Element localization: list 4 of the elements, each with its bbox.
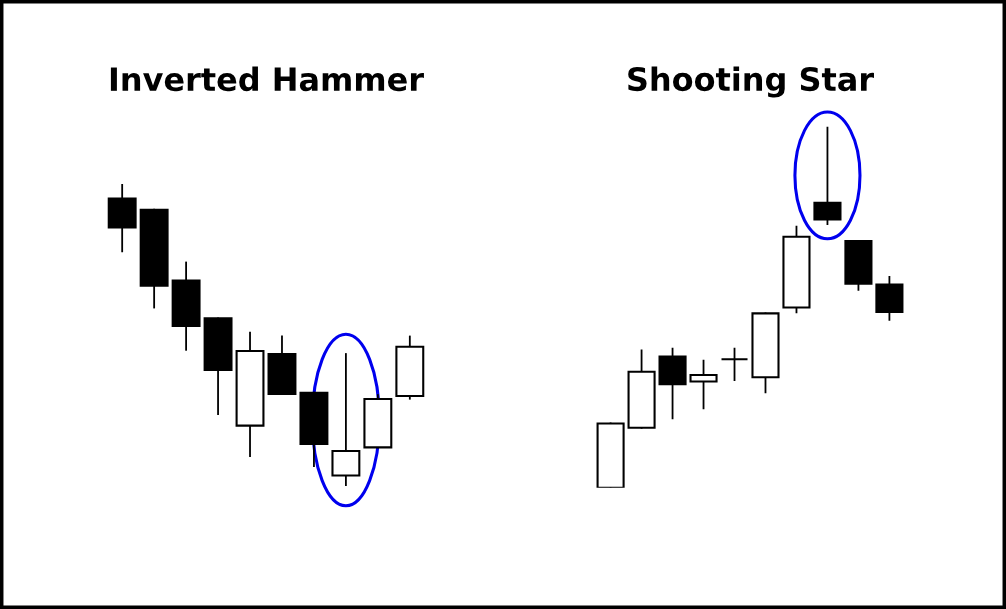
candlestick [689, 359, 718, 410]
chart-title: Shooting Star [628, 66, 874, 98]
candlestick [720, 347, 749, 382]
chart-title: Inverted Hammer [110, 66, 424, 92]
